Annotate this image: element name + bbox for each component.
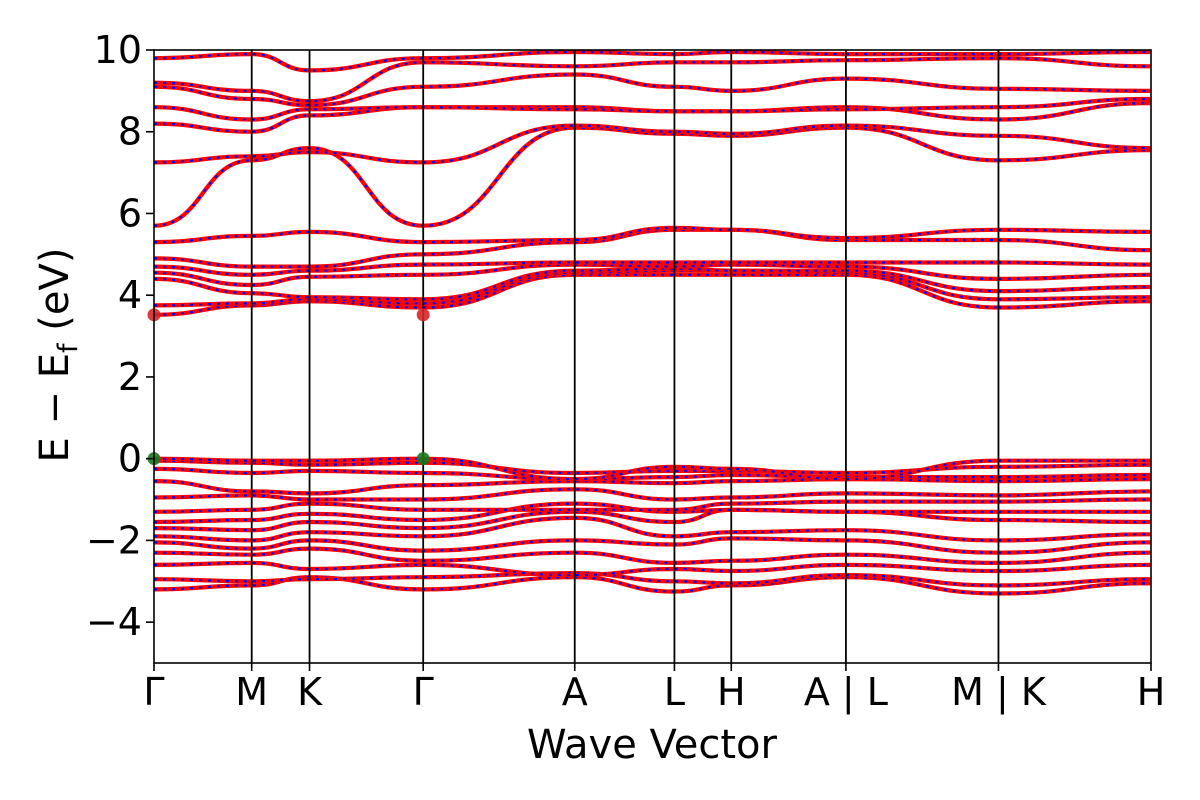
band-1-segment-2-line xyxy=(996,577,1151,588)
band-26-segment-1-line xyxy=(843,56,1001,63)
band-0-segment-0-overlay xyxy=(154,576,846,593)
band-24-segment-0-overlay xyxy=(154,106,846,121)
y-axis-label: E − Ef (eV) xyxy=(32,248,84,463)
band-8-segment-0-overlay xyxy=(154,500,846,513)
plot-frame xyxy=(153,49,1152,664)
band-0-segment-1-line xyxy=(843,575,1001,596)
y-tick-label-0: 10 xyxy=(94,28,142,72)
band-22-segment-2-line xyxy=(996,133,1151,151)
y-tick-label-7: −4 xyxy=(86,600,142,644)
band-19-segment-2-line xyxy=(996,237,1151,253)
band-4-segment-2-line xyxy=(996,540,1151,555)
band-16-segment-1-line xyxy=(843,268,1001,294)
band-24-segment-0-line xyxy=(154,105,848,122)
y-tick-label-4: 2 xyxy=(118,355,142,399)
band-17-segment-2-line xyxy=(996,272,1151,281)
band-14-segment-1-line xyxy=(843,272,1001,310)
x-axis-label: Wave Vector xyxy=(527,722,778,768)
band-20-segment-0-line xyxy=(154,225,848,245)
band-12-segment-0-overlay xyxy=(154,459,846,475)
band-22-segment-1-line xyxy=(843,123,1001,138)
y-axis-ticks: 10 8 6 4 2 0 −2 −4 xyxy=(86,28,154,644)
band-11-segment-2-line xyxy=(996,472,1151,480)
band-17-segment-1-line xyxy=(843,264,1001,281)
band-20-segment-2-line xyxy=(996,227,1151,234)
band-16-segment-2-line xyxy=(996,284,1151,294)
band-2-segment-0-overlay xyxy=(154,561,846,577)
band-15-segment-2-line xyxy=(996,295,1151,302)
band-1-segment-1-line xyxy=(843,573,1001,588)
x-tick-label-2: K xyxy=(297,670,323,714)
x-tick-label-7: A | L xyxy=(804,670,888,715)
band-26-segment-2-line xyxy=(996,56,1151,69)
y-tick-label-3: 4 xyxy=(118,273,142,317)
band-5-segment-0-overlay xyxy=(154,516,846,542)
band-4-segment-0-line xyxy=(154,536,848,553)
cbm-marker-1 xyxy=(416,308,430,322)
band-3-segment-0-line xyxy=(154,546,848,566)
band-3-segment-0-overlay xyxy=(154,547,846,565)
vbm-marker-3 xyxy=(416,452,430,466)
x-tick-label-4: A xyxy=(562,670,588,714)
band-3-segment-1-line xyxy=(843,552,1001,565)
y-axis-label-unit: (eV) xyxy=(32,248,78,344)
band-4-segment-1-line xyxy=(843,538,1001,555)
x-tick-label-9: H xyxy=(1137,670,1166,714)
band-24-segment-1-line xyxy=(843,105,1001,112)
band-21-segment-1-line xyxy=(843,125,1001,163)
band-15-segment-1-line xyxy=(843,270,1001,302)
band-8-segment-2-line xyxy=(996,497,1151,504)
x-tick-label-3: Γ xyxy=(413,670,434,714)
y-axis-label-subscript: f xyxy=(53,342,84,353)
band-25-segment-1-line xyxy=(843,76,1001,91)
bands-layer xyxy=(154,50,1151,596)
band-10-segment-2-line xyxy=(996,477,1151,484)
band-7-segment-0-overlay xyxy=(154,502,846,524)
band-12-segment-2-line xyxy=(996,462,1151,469)
band-3-segment-2-line xyxy=(996,550,1151,565)
band-edge-markers-layer xyxy=(147,308,430,466)
y-tick-label-6: −2 xyxy=(86,518,142,562)
x-tick-label-1: M xyxy=(235,670,268,714)
y-tick-label-5: 0 xyxy=(118,437,142,481)
band-16-segment-0-overlay xyxy=(154,267,846,301)
band-9-segment-1-line xyxy=(843,491,1001,498)
band-13-segment-1-line xyxy=(843,458,1001,482)
band-14-segment-2-line xyxy=(996,299,1151,310)
band-24-segment-2-line xyxy=(996,96,1151,110)
band-2-segment-2-line xyxy=(996,562,1151,574)
band-21-segment-2-line xyxy=(996,148,1151,163)
y-tick-label-1: 8 xyxy=(118,110,142,154)
band-20-segment-1-line xyxy=(843,227,1001,241)
band-17-segment-0-overlay xyxy=(154,263,846,287)
band-9-segment-0-overlay xyxy=(154,488,846,501)
band-9-segment-2-line xyxy=(996,489,1151,498)
band-18-segment-0-overlay xyxy=(154,261,846,276)
band-11-segment-0-line xyxy=(154,466,848,482)
y-tick-label-2: 6 xyxy=(118,191,142,235)
x-tick-label-5: L xyxy=(664,670,685,714)
x-tick-label-6: H xyxy=(717,670,746,714)
kpoint-lines-layer xyxy=(250,50,1000,663)
band-2-segment-1-line xyxy=(843,562,1001,574)
band-5-segment-1-line xyxy=(843,528,1001,543)
band-5-segment-2-line xyxy=(996,532,1151,543)
band-23-segment-2-line xyxy=(996,101,1151,122)
band-25-segment-2-line xyxy=(996,86,1151,93)
band-26-segment-0-overlay xyxy=(154,59,846,103)
band-27-segment-0-line xyxy=(154,50,848,73)
y-axis-label-main: E − E xyxy=(32,353,78,463)
band-10-segment-0-line xyxy=(154,477,848,496)
band-6-segment-2-line xyxy=(996,517,1151,525)
x-tick-label-8: M | K xyxy=(951,670,1047,715)
band-18-segment-2-line xyxy=(996,260,1151,267)
band-14-segment-0-overlay xyxy=(154,273,846,316)
band-0-segment-2-line xyxy=(996,581,1151,596)
band-27-segment-2-line xyxy=(996,50,1151,57)
x-tick-label-0: Γ xyxy=(143,670,164,714)
